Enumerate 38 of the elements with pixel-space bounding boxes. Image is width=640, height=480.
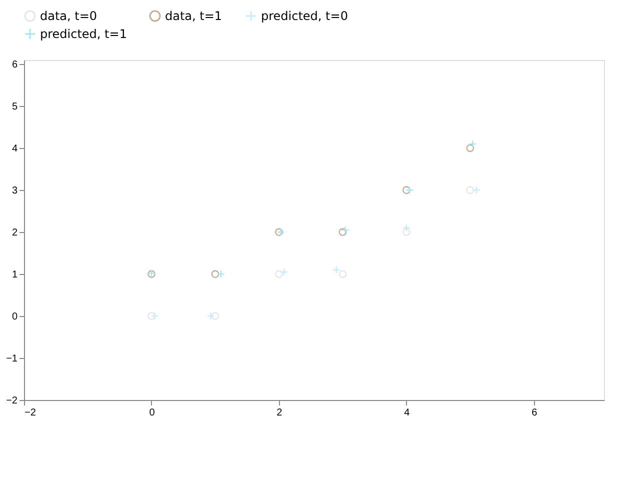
legend-label: data, t=1 (165, 9, 222, 23)
point (274, 270, 283, 278)
point (332, 266, 340, 274)
point (472, 186, 480, 194)
legend-label: data, t=0 (40, 9, 98, 23)
point (466, 144, 474, 152)
y-tick-label: 6 (12, 60, 18, 71)
point (148, 312, 156, 320)
point (468, 140, 477, 148)
point (280, 268, 288, 276)
y-tick-label: 2 (12, 228, 18, 239)
y-tick-label: −1 (6, 354, 18, 365)
point (406, 186, 414, 194)
x-tick-label: 6 (532, 408, 538, 418)
point (402, 224, 410, 232)
point (206, 312, 215, 320)
point (211, 270, 220, 278)
point (402, 186, 410, 194)
point (211, 312, 220, 320)
point (402, 228, 410, 236)
legend-label: predicted, t=1 (40, 27, 127, 41)
y-tick-label: 1 (12, 270, 18, 281)
point (150, 312, 159, 320)
point (216, 270, 225, 278)
y-tick-label: 5 (12, 102, 18, 113)
point (338, 270, 347, 278)
x-tick-label: −2 (24, 408, 36, 418)
point (338, 228, 347, 236)
y-tick-label: 4 (12, 144, 18, 155)
x-tick-label: 4 (404, 408, 410, 418)
y-tick-label: −2 (6, 396, 18, 406)
point (341, 226, 350, 234)
x-tick-label: 0 (149, 408, 156, 418)
y-tick-label: 0 (12, 312, 18, 323)
y-tick-label: 3 (12, 186, 18, 197)
point (466, 186, 474, 194)
x-tick-label: 2 (276, 408, 283, 418)
legend-label: predicted, t=0 (261, 9, 348, 23)
